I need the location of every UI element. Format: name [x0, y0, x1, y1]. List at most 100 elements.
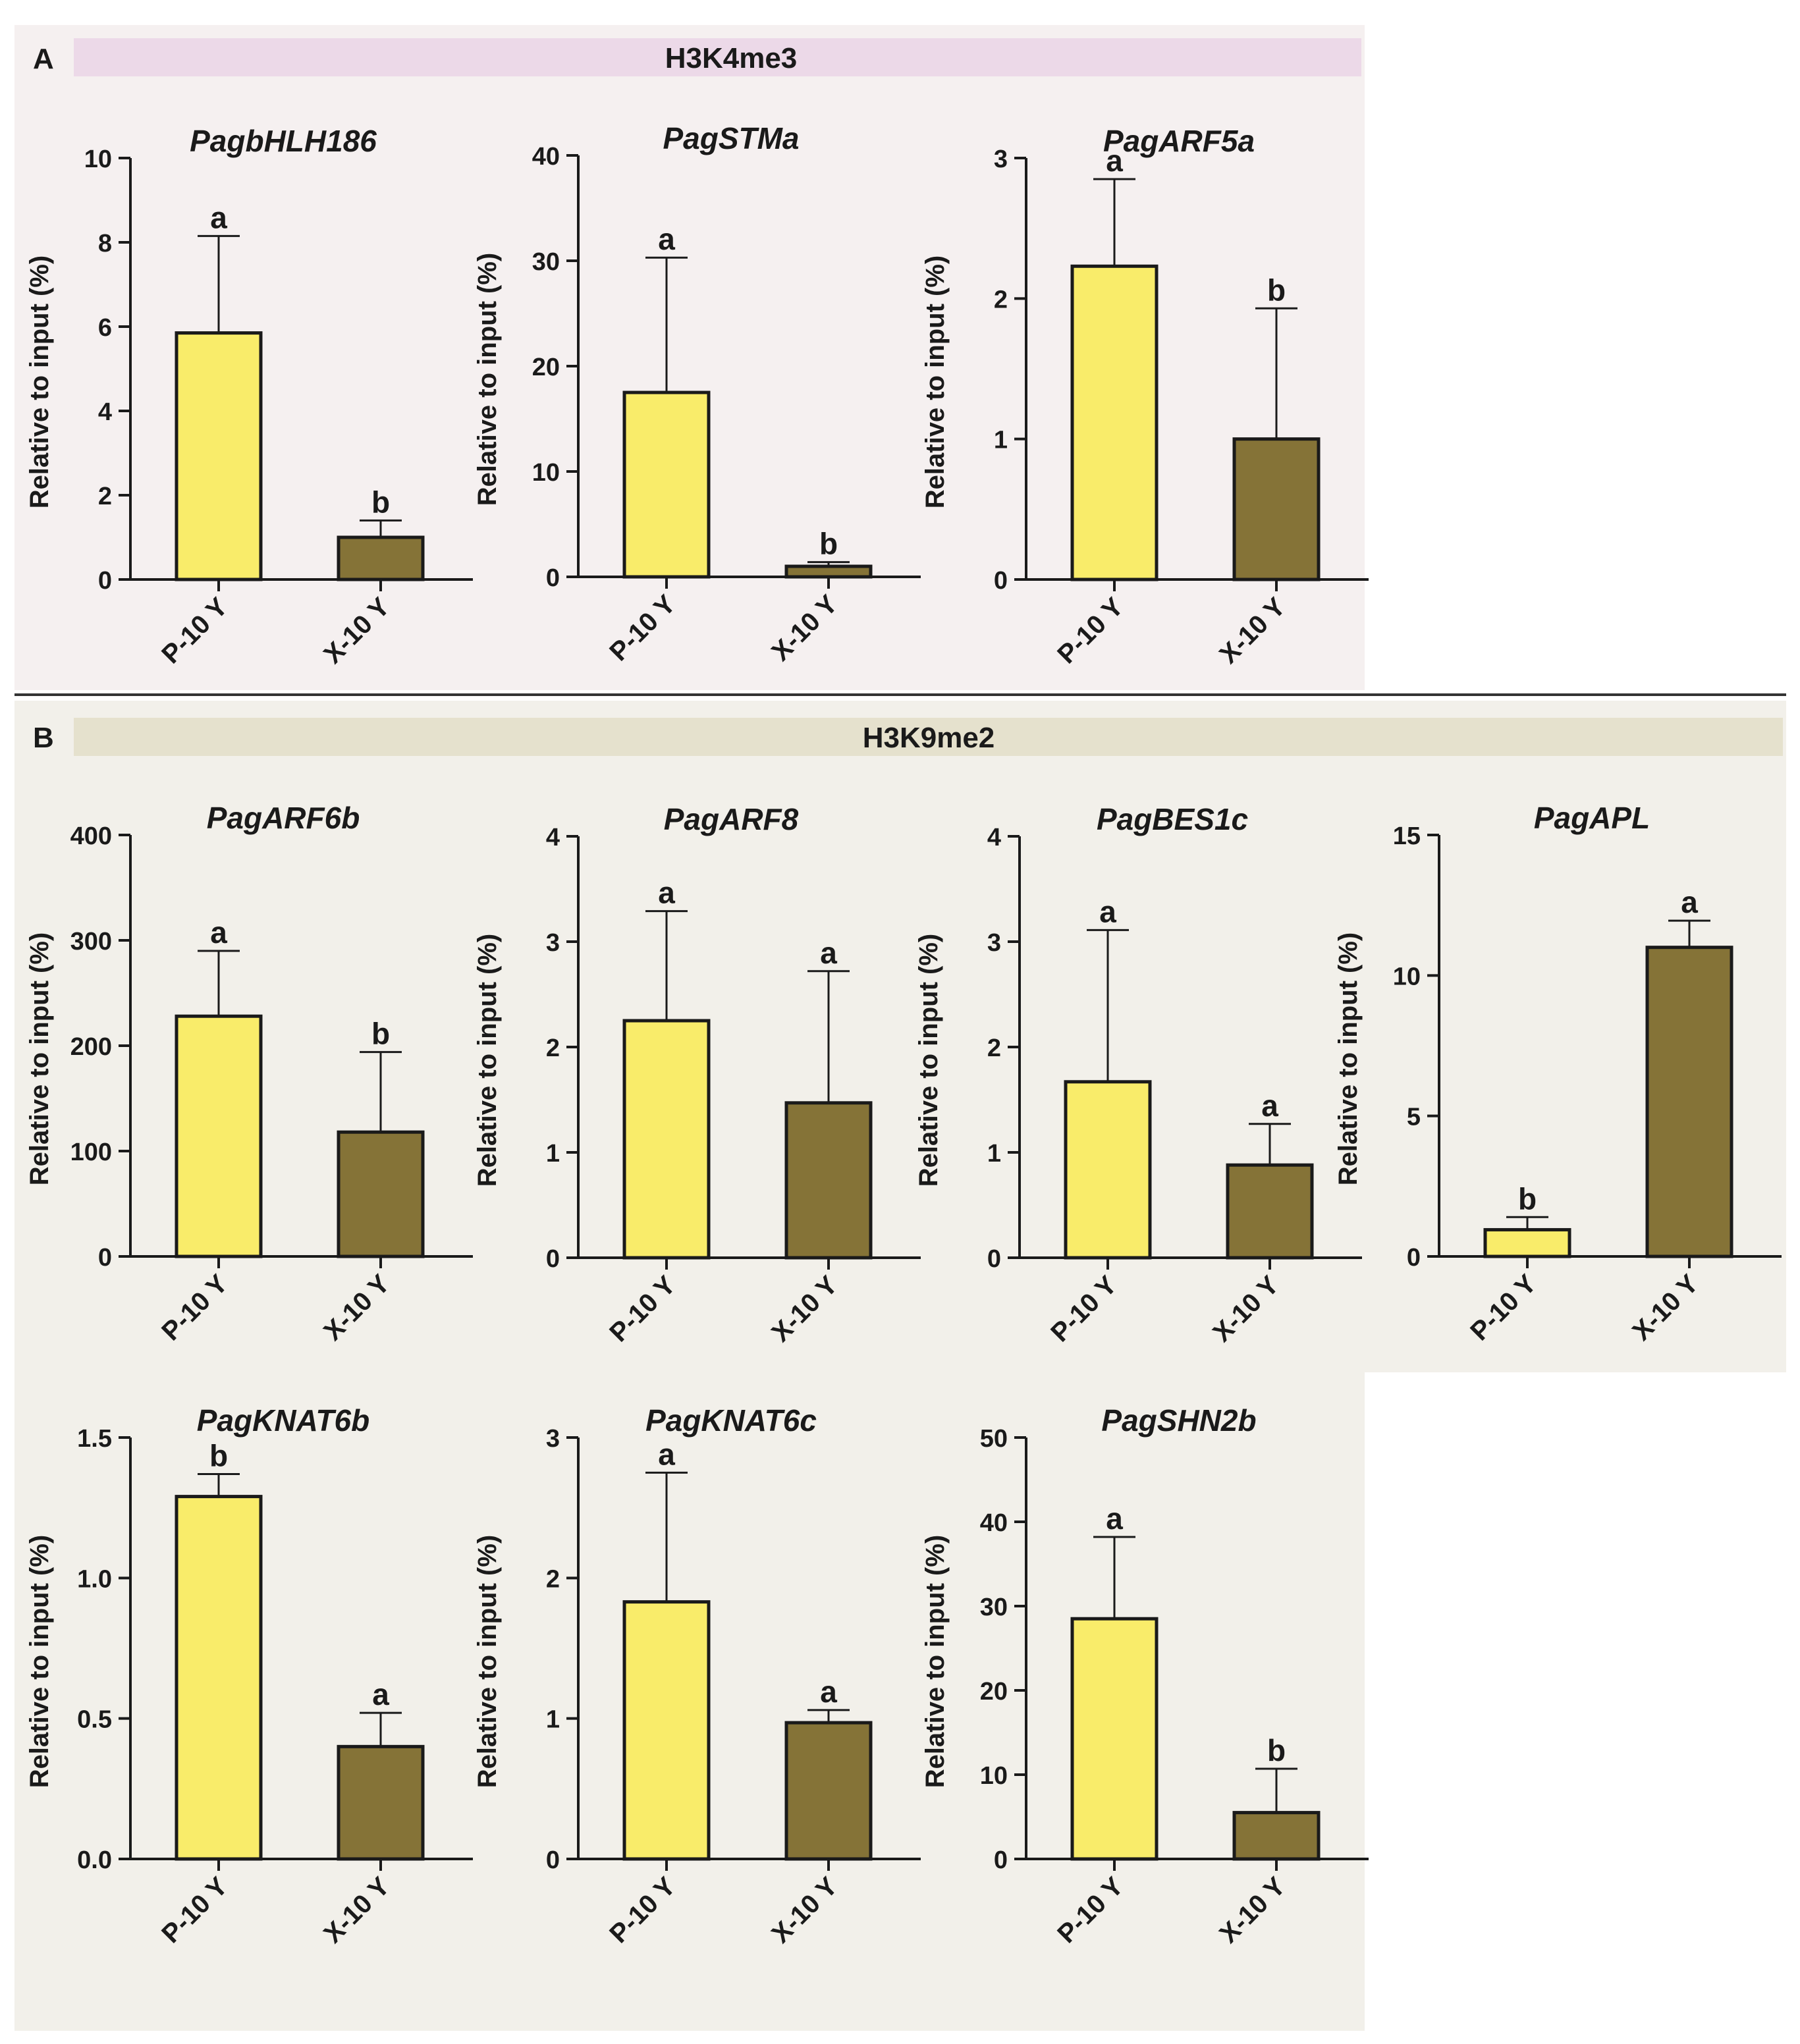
significance-letter: a [210, 915, 227, 950]
y-tick-label: 0 [994, 1846, 1008, 1874]
y-tick-label: 2 [98, 483, 112, 510]
chart-title: PagARF8 [664, 802, 799, 836]
bar-P-10 Y [175, 1014, 263, 1258]
y-tick-label: 1 [546, 1140, 560, 1168]
bar-X-10 Y [1232, 1811, 1321, 1861]
significance-letter: a [820, 936, 837, 970]
y-axis-label: Relative to input (%) [921, 256, 950, 508]
y-tick-label: 50 [980, 1425, 1008, 1453]
y-tick-label: 0 [546, 564, 560, 592]
y-axis-label: Relative to input (%) [25, 256, 54, 508]
bar-P-10 Y [622, 390, 711, 579]
bar-P-10 Y [1483, 1227, 1571, 1258]
chart-title: PagARF5a [1103, 124, 1255, 158]
y-axis-label: Relative to input (%) [473, 253, 502, 506]
significance-letter: a [1261, 1089, 1278, 1123]
y-tick-label: 0 [994, 567, 1008, 595]
bar-P-10 Y [622, 1019, 711, 1260]
y-axis-label: Relative to input (%) [25, 1535, 54, 1788]
significance-letter: b [1267, 1733, 1286, 1767]
y-axis-label: Relative to input (%) [473, 1535, 502, 1788]
y-tick-label: 5 [1407, 1104, 1421, 1131]
chart-title: PagBES1c [1097, 802, 1248, 836]
significance-letter: b [209, 1438, 228, 1472]
y-axis-label: Relative to input (%) [473, 934, 502, 1187]
y-tick-label: 3 [546, 929, 560, 957]
y-tick-label: 1.5 [77, 1425, 112, 1453]
y-tick-label: 3 [546, 1425, 560, 1453]
y-tick-label: 2 [987, 1035, 1001, 1062]
significance-letter: b [371, 1017, 390, 1051]
panel-b-title: H3K9me2 [863, 722, 995, 754]
significance-letter: a [1106, 144, 1123, 178]
y-tick-label: 1 [987, 1140, 1001, 1168]
y-tick-label: 40 [532, 143, 560, 171]
y-tick-label: 30 [980, 1594, 1008, 1621]
bar-X-10 Y [337, 1130, 425, 1258]
panel-b-title-band [74, 718, 1783, 756]
y-tick-label: 0 [1407, 1244, 1421, 1272]
y-tick-label: 10 [980, 1762, 1008, 1790]
significance-letter: a [1681, 885, 1698, 919]
significance-letter: a [658, 1437, 675, 1471]
bar-P-10 Y [622, 1600, 711, 1861]
chart-title: PagSTMa [663, 121, 799, 155]
panel-b-letter: B [33, 722, 54, 754]
y-tick-label: 10 [1393, 963, 1421, 990]
y-axis-label: Relative to input (%) [1334, 932, 1363, 1185]
chart-title: PagAPL [1534, 801, 1650, 835]
y-tick-label: 40 [980, 1509, 1008, 1537]
significance-letter: a [372, 1677, 389, 1711]
bar-P-10 Y [175, 331, 263, 581]
bar-X-10 Y [1226, 1163, 1314, 1260]
y-tick-label: 0 [98, 1244, 112, 1272]
y-tick-label: 6 [98, 314, 112, 342]
y-tick-label: 15 [1393, 822, 1421, 850]
y-tick-label: 4 [98, 398, 112, 426]
panel-a-title-band [74, 38, 1361, 76]
y-tick-label: 1.0 [77, 1565, 112, 1593]
bar-X-10 Y [784, 564, 873, 579]
y-tick-label: 20 [980, 1678, 1008, 1706]
significance-letter: b [1267, 273, 1286, 307]
y-tick-label: 1 [994, 427, 1008, 454]
significance-letter: b [1518, 1181, 1537, 1216]
y-tick-label: 30 [532, 248, 560, 276]
y-axis-label: Relative to input (%) [914, 934, 943, 1187]
y-tick-label: 2 [994, 286, 1008, 313]
y-tick-label: 10 [532, 459, 560, 487]
panel-a-title: H3K4me3 [665, 42, 798, 74]
y-tick-label: 2 [546, 1035, 560, 1062]
significance-letter: a [658, 876, 675, 910]
bar-X-10 Y [337, 1744, 425, 1861]
y-tick-label: 300 [70, 928, 112, 955]
y-tick-label: 0.5 [77, 1706, 112, 1734]
y-tick-label: 4 [987, 824, 1001, 851]
significance-letter: b [371, 485, 390, 519]
bar-P-10 Y [175, 1495, 263, 1861]
bar-P-10 Y [1064, 1080, 1152, 1260]
chart-title: PagSHN2b [1101, 1403, 1256, 1438]
y-tick-label: 0 [546, 1245, 560, 1273]
y-tick-label: 3 [994, 146, 1008, 173]
panel-a-letter: A [33, 43, 54, 75]
chart-title: PagbHLH186 [190, 124, 377, 158]
y-tick-label: 3 [987, 929, 1001, 957]
significance-letter: b [819, 527, 838, 561]
y-tick-label: 0 [546, 1846, 560, 1874]
y-axis-label: Relative to input (%) [25, 932, 54, 1185]
y-tick-label: 1 [546, 1706, 560, 1734]
significance-letter: a [820, 1675, 837, 1709]
y-tick-label: 4 [546, 824, 560, 851]
y-tick-label: 8 [98, 230, 112, 257]
bar-X-10 Y [784, 1721, 873, 1861]
chart-title: PagKNAT6b [197, 1403, 369, 1438]
significance-letter: a [658, 222, 675, 256]
y-tick-label: 0.0 [77, 1846, 112, 1874]
y-tick-label: 400 [70, 822, 112, 850]
bar-X-10 Y [784, 1101, 873, 1260]
